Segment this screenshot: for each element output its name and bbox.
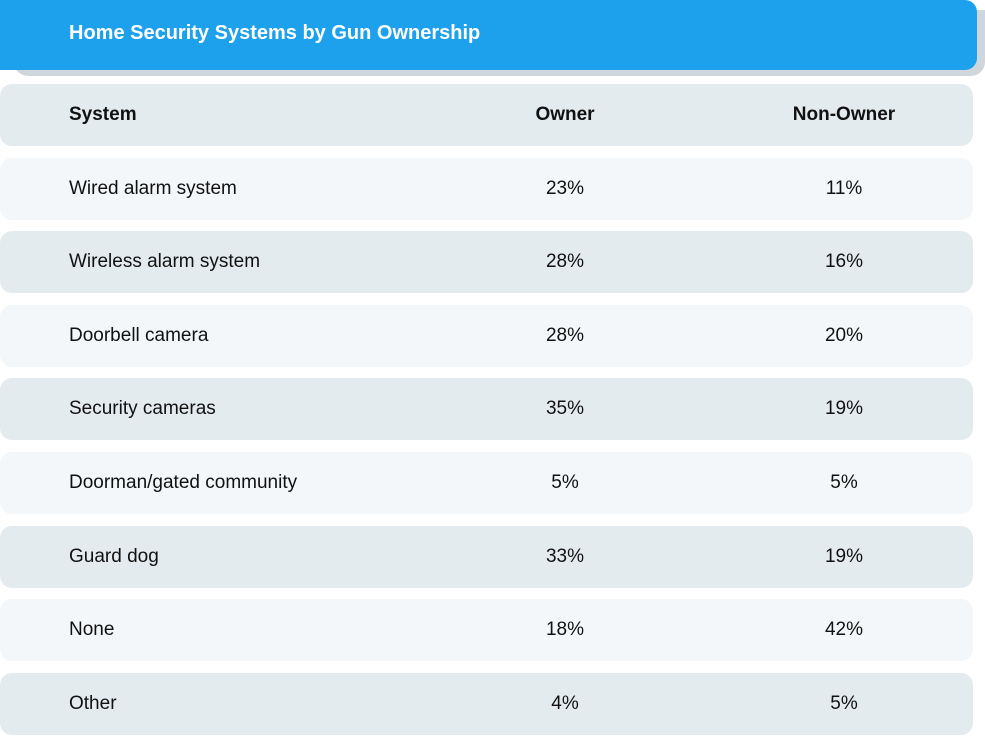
- system-cell: Doorbell camera: [69, 324, 209, 346]
- table-row: Wired alarm system 23% 11%: [0, 157, 973, 220]
- table-row: Security cameras 35% 19%: [0, 378, 973, 441]
- system-cell: Wired alarm system: [69, 177, 237, 199]
- owner-cell: 28%: [545, 324, 585, 346]
- system-cell: Other: [69, 692, 117, 714]
- table-row: Guard dog 33% 19%: [0, 525, 973, 588]
- data-table: System Owner Non-Owner Wired alarm syste…: [0, 84, 973, 746]
- non-owner-cell: 19%: [824, 545, 864, 567]
- owner-cell: 35%: [545, 398, 585, 420]
- owner-cell: 5%: [551, 471, 579, 493]
- table-row: Doorbell camera 28% 20%: [0, 304, 973, 367]
- system-cell: Guard dog: [69, 545, 159, 567]
- system-cell: Security cameras: [69, 398, 216, 420]
- non-owner-cell: 5%: [830, 692, 858, 714]
- header-system: System: [69, 104, 137, 125]
- non-owner-cell: 5%: [830, 471, 858, 493]
- table-header-row: System Owner Non-Owner: [0, 84, 973, 146]
- owner-cell: 28%: [545, 251, 585, 273]
- non-owner-cell: 20%: [824, 324, 864, 346]
- table-title: Home Security Systems by Gun Ownership: [69, 22, 481, 44]
- system-cell: None: [69, 619, 115, 641]
- table-row: Other 4% 5%: [0, 672, 973, 735]
- table-row: Wireless alarm system 28% 16%: [0, 231, 973, 294]
- header-non-owner: Non-Owner: [792, 104, 896, 125]
- non-owner-cell: 19%: [824, 398, 864, 420]
- owner-cell: 33%: [545, 545, 585, 567]
- system-cell: Doorman/gated community: [69, 471, 298, 493]
- table-row: Doorman/gated community 5% 5%: [0, 451, 973, 514]
- non-owner-cell: 11%: [825, 177, 863, 199]
- owner-cell: 4%: [551, 692, 579, 714]
- non-owner-cell: 42%: [824, 619, 864, 641]
- header-owner: Owner: [535, 104, 595, 125]
- title-bar: Home Security Systems by Gun Ownership: [0, 0, 977, 70]
- owner-cell: 23%: [545, 177, 585, 199]
- system-cell: Wireless alarm system: [69, 251, 261, 273]
- owner-cell: 18%: [545, 619, 585, 641]
- non-owner-cell: 16%: [824, 251, 864, 273]
- table-row: None 18% 42%: [0, 599, 973, 662]
